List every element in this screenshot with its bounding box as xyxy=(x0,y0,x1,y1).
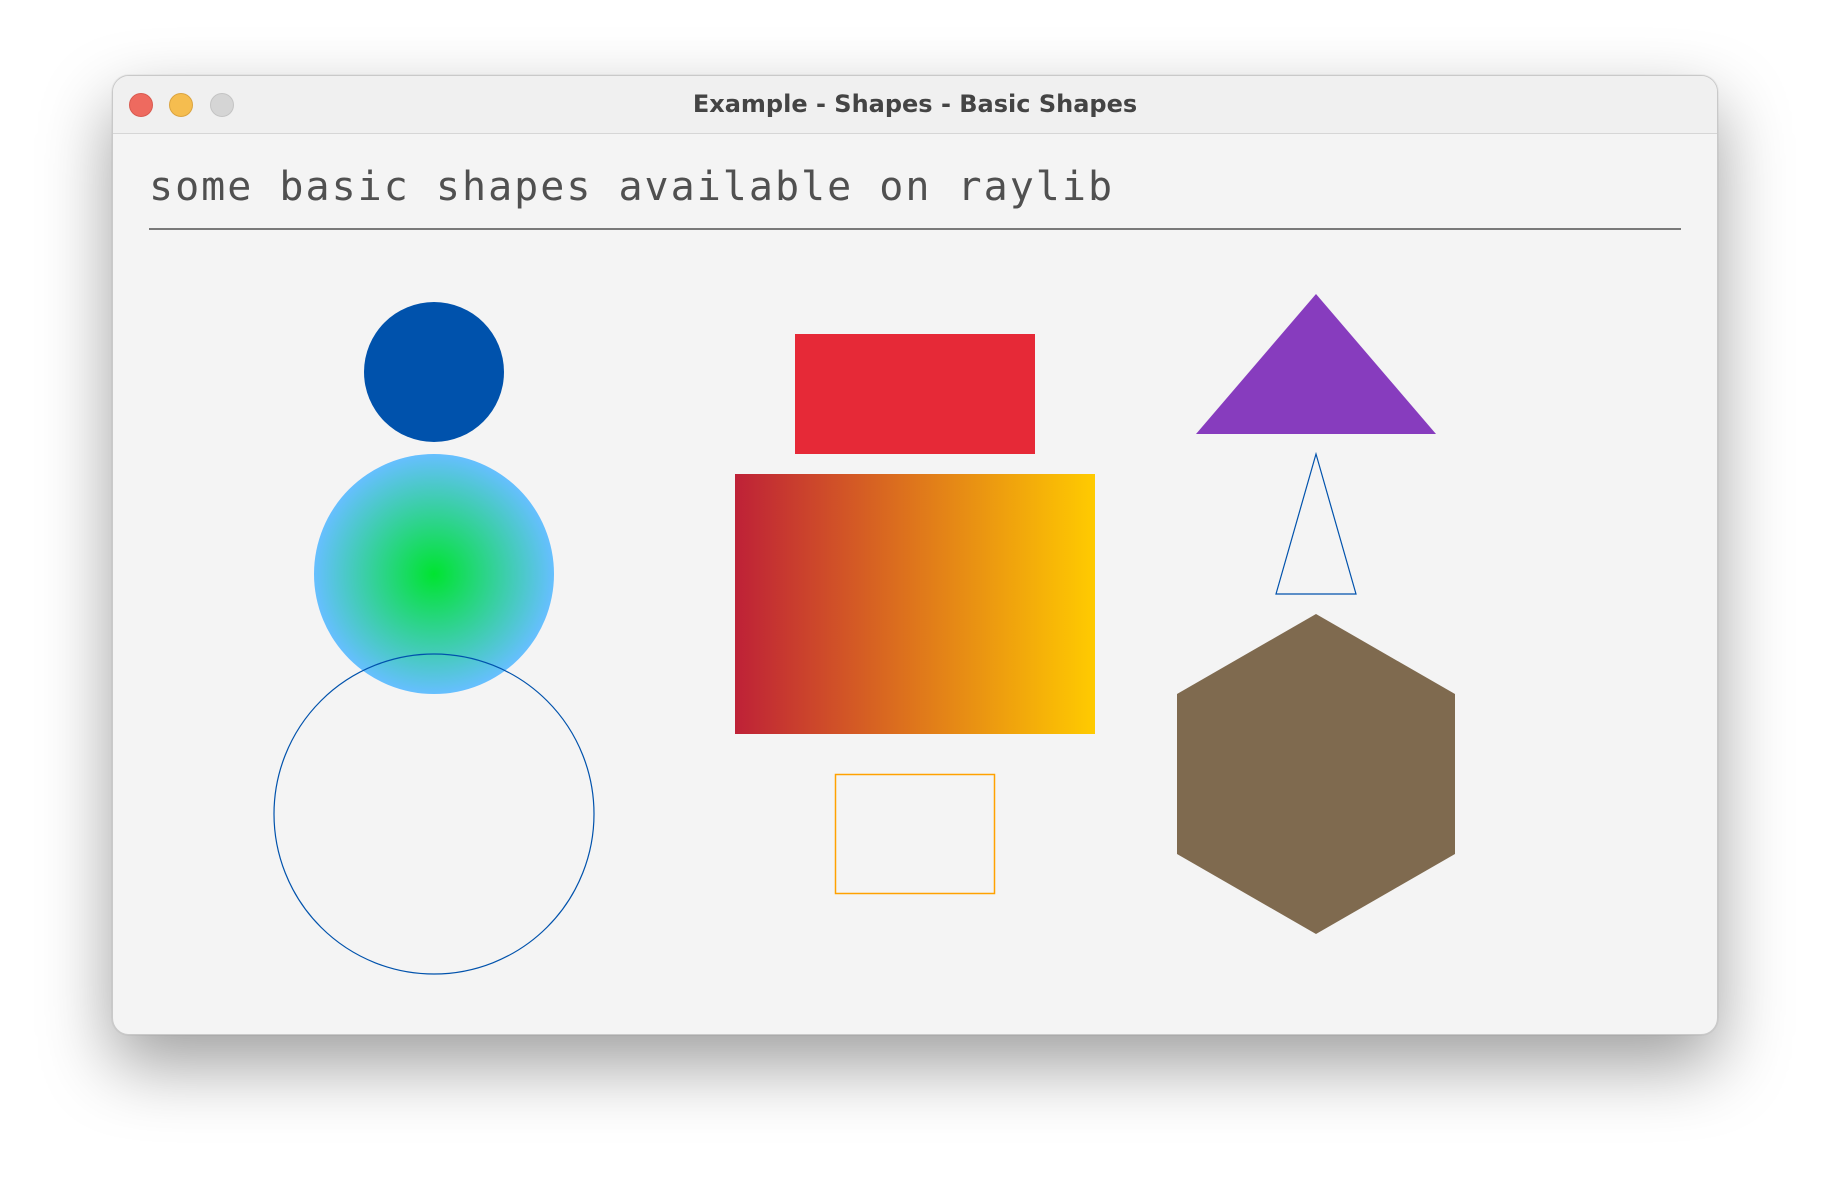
page-heading: some basic shapes available on raylib xyxy=(149,164,1115,210)
title-bar[interactable]: Example - Shapes - Basic Shapes xyxy=(113,76,1717,134)
filled-circle xyxy=(364,302,504,442)
circle-outline xyxy=(273,653,595,975)
filled-rectangle xyxy=(795,334,1035,454)
app-window: Example - Shapes - Basic Shapes some bas… xyxy=(112,75,1718,1035)
close-button[interactable] xyxy=(129,93,153,117)
triangle-outline xyxy=(1275,451,1357,595)
shapes-canvas xyxy=(149,228,1681,975)
gradient-rectangle xyxy=(735,474,1095,734)
filled-triangle xyxy=(1196,294,1436,434)
minimize-button[interactable] xyxy=(169,93,193,117)
canvas-area: some basic shapes available on raylib xyxy=(113,134,1717,1034)
gradient-circle xyxy=(314,454,554,694)
window-title: Example - Shapes - Basic Shapes xyxy=(692,90,1138,118)
rectangle-outline xyxy=(834,773,996,895)
maximize-button[interactable] xyxy=(210,93,234,117)
filled-hexagon xyxy=(1177,614,1455,934)
